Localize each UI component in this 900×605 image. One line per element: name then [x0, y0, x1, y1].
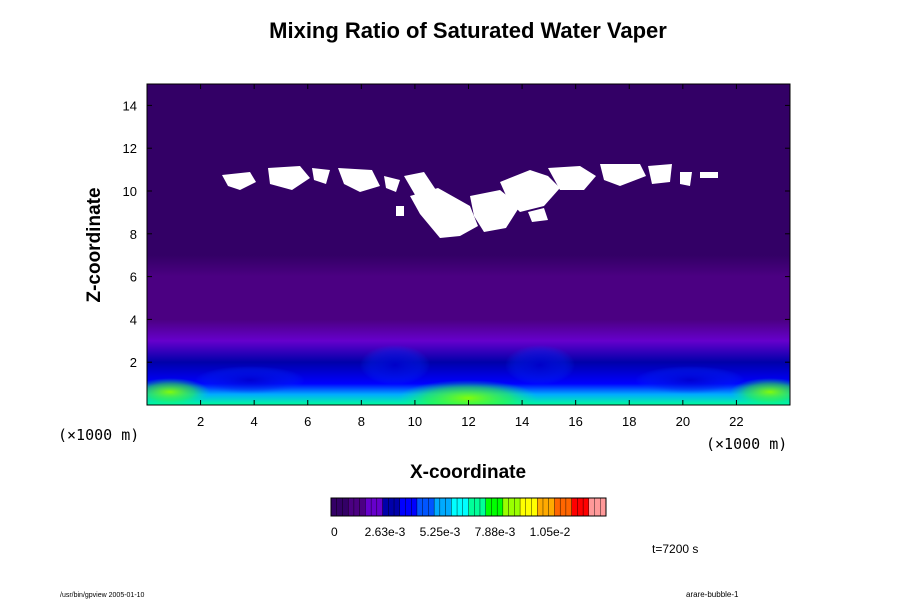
heatmap-coolspot-mid-right: [505, 345, 575, 385]
x-unit-label: (×1000 m): [58, 426, 139, 444]
heatmap-hotspot-right: [730, 378, 790, 405]
x-tick-label: 20: [676, 414, 690, 429]
x-axis-ticks: 2 4 6 8 10 12 14 16 18 20 22: [197, 84, 744, 429]
heatmap-coolspot-right: [635, 366, 745, 394]
colorbar-cell: [502, 497, 510, 517]
colorbar-cell: [359, 497, 366, 517]
colorbar-tick-label: 1.05e-2: [530, 525, 571, 539]
y-unit-label: (×1000 m): [706, 435, 787, 453]
colorbar-cell: [479, 497, 487, 517]
colorbar-cell: [588, 497, 596, 517]
x-tick-label: 10: [408, 414, 422, 429]
y-tick-label: 14: [123, 98, 137, 113]
colorbar-cell: [525, 497, 533, 517]
colorbar-cell: [468, 497, 475, 517]
colorbar-cell: [554, 497, 561, 517]
colorbar-cell: [565, 497, 573, 517]
x-tick-label: 14: [515, 414, 529, 429]
x-tick-label: 2: [197, 414, 204, 429]
x-tick-label: 4: [251, 414, 258, 429]
colorbar-cell: [542, 497, 550, 517]
x-tick-label: 22: [729, 414, 743, 429]
colorbar-labels: 0 2.63e-3 5.25e-3 7.88e-3 1.05e-2: [331, 525, 571, 539]
colorbar-cell: [382, 497, 389, 517]
time-annotation: t=7200 s: [652, 542, 698, 556]
colorbar-cell: [474, 497, 481, 517]
colorbar-cell: [422, 497, 429, 517]
heatmap-hotspot-center: [398, 380, 538, 405]
colorbar-cell: [485, 497, 492, 517]
colorbar-cell: [600, 497, 607, 517]
colorbar-cell: [365, 497, 372, 517]
masked-region: [222, 164, 718, 238]
colorbar-cell: [388, 497, 395, 517]
colorbar-cell: [451, 497, 458, 517]
chart-title: Mixing Ratio of Saturated Water Vaper: [269, 18, 667, 43]
colorbar-frame: [330, 497, 607, 517]
colorbar-cell: [577, 497, 584, 517]
colorbar-cell: [519, 497, 527, 517]
colorbar: [330, 497, 607, 517]
colorbar-cell: [416, 497, 424, 517]
colorbar-cell: [393, 497, 401, 517]
y-tick-label: 2: [130, 355, 137, 370]
x-tick-label: 12: [461, 414, 475, 429]
colorbar-cell: [456, 497, 464, 517]
colorbar-cell: [353, 497, 361, 517]
heatmap-field: [147, 84, 790, 405]
x-axis-label: X-coordinate: [410, 462, 526, 483]
y-axis-ticks: 2 4 6 8 10 12 14: [123, 98, 790, 370]
colorbar-cell: [514, 497, 521, 517]
plot-field: [147, 84, 790, 405]
x-tick-label: 18: [622, 414, 636, 429]
x-tick-label: 8: [358, 414, 365, 429]
y-tick-label: 10: [123, 184, 137, 199]
colorbar-tick-label: 5.25e-3: [420, 525, 461, 539]
colorbar-cell: [405, 497, 412, 517]
colorbar-cell: [330, 497, 338, 517]
colorbar-cell: [559, 497, 567, 517]
colorbar-cell: [439, 497, 447, 517]
y-tick-label: 8: [130, 227, 137, 242]
y-axis-label: Z-coordinate: [84, 187, 105, 302]
colorbar-cell: [347, 497, 355, 517]
colorbar-tick-label: 0: [331, 525, 338, 539]
colorbar-cell: [496, 497, 504, 517]
colorbar-cell: [508, 497, 515, 517]
colorbar-cell: [491, 497, 498, 517]
colorbar-cell: [411, 497, 418, 517]
colorbar-tick-label: 2.63e-3: [365, 525, 406, 539]
colorbar-cell: [548, 497, 555, 517]
heatmap-coolspot-mid-left: [360, 345, 430, 385]
x-tick-label: 6: [304, 414, 311, 429]
heatmap-coolspot-left: [195, 366, 305, 394]
colorbar-tick-label: 7.88e-3: [475, 525, 516, 539]
colorbar-cell: [433, 497, 441, 517]
footer-right: arare-bubble-1: [686, 590, 739, 599]
colorbar-cell: [399, 497, 406, 517]
x-tick-label: 16: [568, 414, 582, 429]
colorbar-cell: [445, 497, 452, 517]
colorbar-cell: [428, 497, 435, 517]
colorbar-cell: [537, 497, 544, 517]
colorbar-cell: [336, 497, 343, 517]
heatmap-hotspot-left: [147, 378, 210, 405]
colorbar-cell: [531, 497, 538, 517]
y-tick-label: 12: [123, 141, 137, 156]
y-tick-label: 6: [130, 270, 137, 285]
colorbar-cell: [376, 497, 384, 517]
colorbar-cell: [582, 497, 590, 517]
colorbar-cell: [462, 497, 470, 517]
colorbar-cell: [571, 497, 578, 517]
footer-left: /usr/bin/gpview 2005-01-10: [60, 592, 145, 599]
colorbar-cell: [342, 497, 349, 517]
colorbar-cell: [370, 497, 378, 517]
y-tick-label: 4: [130, 312, 137, 327]
colorbar-cell: [594, 497, 601, 517]
